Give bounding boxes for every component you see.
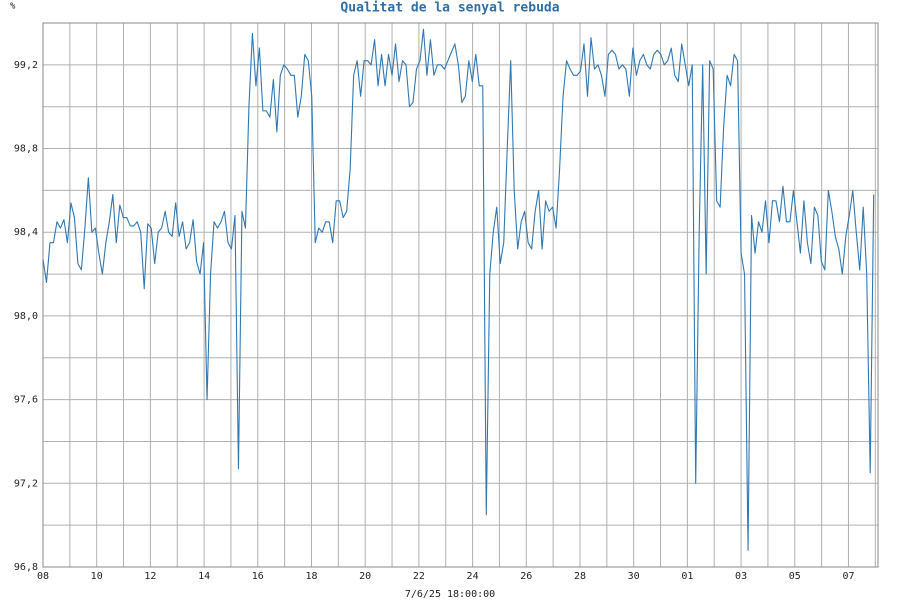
y-tick-label: 99,2 xyxy=(14,60,38,71)
x-tick-label: 20 xyxy=(359,571,371,582)
x-tick-label: 30 xyxy=(628,571,640,582)
y-tick-label: 98,8 xyxy=(14,144,38,155)
x-tick-label: 26 xyxy=(520,571,532,582)
data-line xyxy=(42,28,875,551)
x-tick-label: 05 xyxy=(789,571,801,582)
y-tick-label: 96,8 xyxy=(14,562,38,573)
x-tick-label: 14 xyxy=(198,571,210,582)
plot-border xyxy=(42,22,879,568)
x-tick-label: 10 xyxy=(91,571,103,582)
x-tick-label: 22 xyxy=(413,571,425,582)
x-tick-label: 01 xyxy=(681,571,693,582)
y-tick-label: 97,6 xyxy=(14,395,38,406)
x-tick-label: 08 xyxy=(37,571,49,582)
x-tick-label: 03 xyxy=(735,571,747,582)
x-tick-label: 12 xyxy=(144,571,156,582)
x-tick-label: 07 xyxy=(842,571,854,582)
y-axis-label: % xyxy=(10,2,16,12)
x-axis-label: 7/6/25 18:00:00 xyxy=(405,589,495,600)
chart-title: Qualitat de la senyal rebuda xyxy=(340,1,559,16)
x-tick-label: 18 xyxy=(305,571,317,582)
x-tick-label: 16 xyxy=(252,571,264,582)
x-tick-label: 24 xyxy=(467,571,479,582)
y-tick-label: 98,0 xyxy=(14,311,38,322)
y-tick-label: 97,2 xyxy=(14,478,38,489)
x-tick-label: 28 xyxy=(574,571,586,582)
y-tick-label: 98,4 xyxy=(14,227,38,238)
